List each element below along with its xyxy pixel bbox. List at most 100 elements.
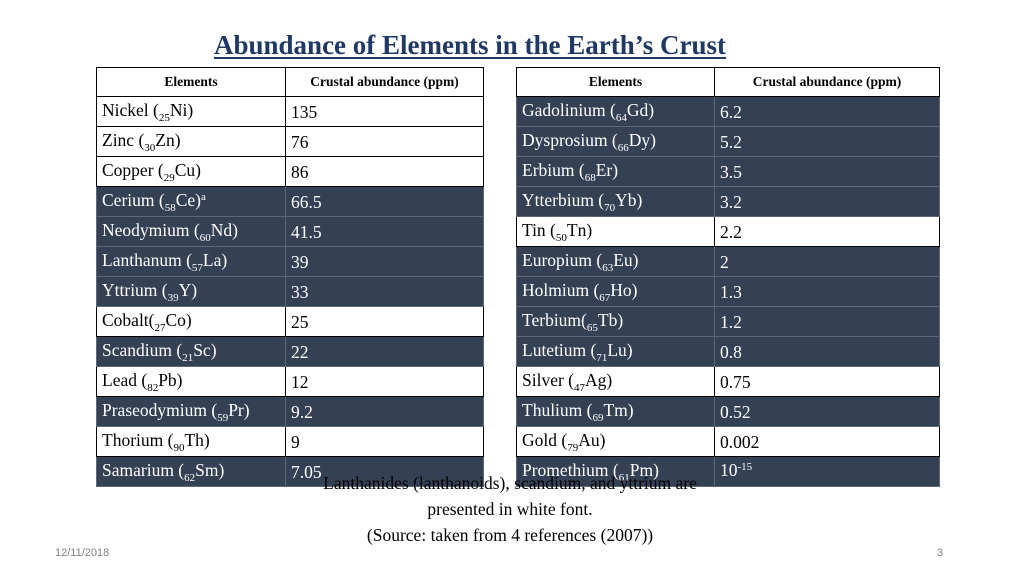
element-name: Cerium ( <box>102 190 165 210</box>
abundance-value-cell: 10-15 <box>714 456 940 487</box>
element-sym: Th) <box>184 430 210 450</box>
element-name-cell: Cerium (58Ce)a <box>96 186 286 217</box>
element-name-cell: Scandium (21Sc) <box>96 336 286 367</box>
element-sub: 47 <box>574 382 586 394</box>
table-row: Neodymium (60Nd) 41.5 <box>96 216 484 247</box>
table-row: Dysprosium (66Dy) 5.2 <box>516 126 940 157</box>
table-row: Thulium (69Tm) 0.52 <box>516 396 940 427</box>
element-sub: 50 <box>555 232 567 244</box>
footnote: Lanthanides (lanthanoids), scandium, and… <box>270 470 750 548</box>
abundance-value: 76 <box>291 131 309 152</box>
abundance-value-cell: 0.8 <box>714 336 940 367</box>
abundance-value-cell: 41.5 <box>285 216 484 247</box>
abundance-value: 1.2 <box>720 311 742 332</box>
element-sub: 39 <box>167 292 179 304</box>
element-sub: 58 <box>164 202 176 214</box>
element-name: Lead ( <box>102 370 148 390</box>
abundance-value: 0.002 <box>720 431 760 452</box>
element-sub: 25 <box>158 112 170 124</box>
element-name: Holmium ( <box>522 280 600 300</box>
abundance-value-cell: 33 <box>285 276 484 307</box>
table-row: Gadolinium (64Gd) 6.2 <box>516 96 940 127</box>
table-row: Holmium (67Ho) 1.3 <box>516 276 940 307</box>
element-sym: Ho) <box>610 280 638 300</box>
slide-title: Abundance of Elements in the Earth’s Cru… <box>213 30 727 60</box>
element-sym: Ni) <box>169 100 194 120</box>
table-row: Gold (79Au) 0.002 <box>516 426 940 457</box>
element-name: Gold ( <box>522 430 568 450</box>
table-row: Scandium (21Sc) 22 <box>96 336 484 367</box>
element-name-cell: Zinc (30Zn) <box>96 126 286 157</box>
element-sub: 57 <box>191 262 203 274</box>
element-sup: a <box>200 191 206 203</box>
element-sub: 63 <box>602 262 614 274</box>
abundance-value-cell: 3.5 <box>714 156 940 187</box>
element-sub: 65 <box>586 322 598 334</box>
table-row: Cerium (58Ce)a 66.5 <box>96 186 484 217</box>
footnote-line: presented in white font. <box>427 499 593 519</box>
abundance-value: 12 <box>291 371 309 392</box>
element-name-cell: Gold (79Au) <box>516 426 715 457</box>
abundance-value: 2 <box>720 251 729 272</box>
element-sym: Dy) <box>628 130 656 150</box>
element-sub: 27 <box>154 322 166 334</box>
element-name-cell: Ytterbium (70Yb) <box>516 186 715 217</box>
table-row: Zinc (30Zn) 76 <box>96 126 484 157</box>
abundance-value: 0.75 <box>720 371 751 392</box>
abundance-value-cell: 0.52 <box>714 396 940 427</box>
table-row: Copper (29Cu) 86 <box>96 156 484 187</box>
table-header-row: Elements Crustal abundance (ppm) <box>96 67 484 97</box>
element-name-cell: Holmium (67Ho) <box>516 276 715 307</box>
element-sym: Pb) <box>158 370 183 390</box>
element-sym: Er) <box>595 160 619 180</box>
element-sym: Tm) <box>603 400 634 420</box>
element-name: Terbium( <box>522 310 587 330</box>
element-sym: Tn) <box>566 220 593 240</box>
abundance-value: 6.2 <box>720 101 742 122</box>
element-name: Yttrium ( <box>102 280 168 300</box>
element-name: Lanthanum ( <box>102 250 192 270</box>
element-name-cell: Dysprosium (66Dy) <box>516 126 715 157</box>
element-sub: 66 <box>617 142 629 154</box>
abundance-value-cell: 12 <box>285 366 484 397</box>
element-sym: Sm) <box>195 460 225 480</box>
element-sym: Lu) <box>607 340 633 360</box>
abundance-value: 33 <box>291 281 309 302</box>
element-sub: 30 <box>144 142 156 154</box>
element-name: Copper ( <box>102 160 164 180</box>
element-name-cell: Praseodymium (59Pr) <box>96 396 286 427</box>
element-name: Erbium ( <box>522 160 585 180</box>
table-row: Lutetium (71Lu) 0.8 <box>516 336 940 367</box>
element-name-cell: Silver (47Ag) <box>516 366 715 397</box>
element-sub: 59 <box>217 412 229 424</box>
abundance-value: 9.2 <box>291 401 313 422</box>
abundance-value: 7.05 <box>291 461 322 482</box>
element-name: Thorium ( <box>102 430 174 450</box>
abundance-value: 41.5 <box>291 221 322 242</box>
element-name: Thulium ( <box>522 400 593 420</box>
element-sub: 21 <box>182 352 194 364</box>
element-name-cell: Thorium (90Th) <box>96 426 286 457</box>
abundance-value-cell: 6.2 <box>714 96 940 127</box>
footer-date: 12/11/2018 <box>55 547 110 559</box>
element-name: Praseodymium ( <box>102 400 218 420</box>
element-name-cell: Lutetium (71Lu) <box>516 336 715 367</box>
element-sub: 64 <box>615 112 627 124</box>
element-sym: Co) <box>165 310 192 330</box>
element-name-cell: Yttrium (39Y) <box>96 276 286 307</box>
element-name-cell: Terbium(65Tb) <box>516 306 715 337</box>
header-elements: Elements <box>96 67 286 97</box>
abundance-value-cell: 2 <box>714 246 940 277</box>
footnote-line: (Source: taken from 4 references (2007)) <box>366 525 654 545</box>
element-sym: Gd) <box>626 100 655 120</box>
element-sym: Cu) <box>174 160 201 180</box>
element-name: Scandium ( <box>102 340 183 360</box>
abundance-value: 9 <box>291 431 300 452</box>
element-name-cell: Tin (50Tn) <box>516 216 715 247</box>
abundance-value: 3.2 <box>720 191 742 212</box>
element-name: Neodymium ( <box>102 220 200 240</box>
abundance-value: 1.3 <box>720 281 742 302</box>
abundance-value-cell: 9 <box>285 426 484 457</box>
element-sub: 62 <box>184 472 196 484</box>
element-name-cell: Cobalt(27Co) <box>96 306 286 337</box>
